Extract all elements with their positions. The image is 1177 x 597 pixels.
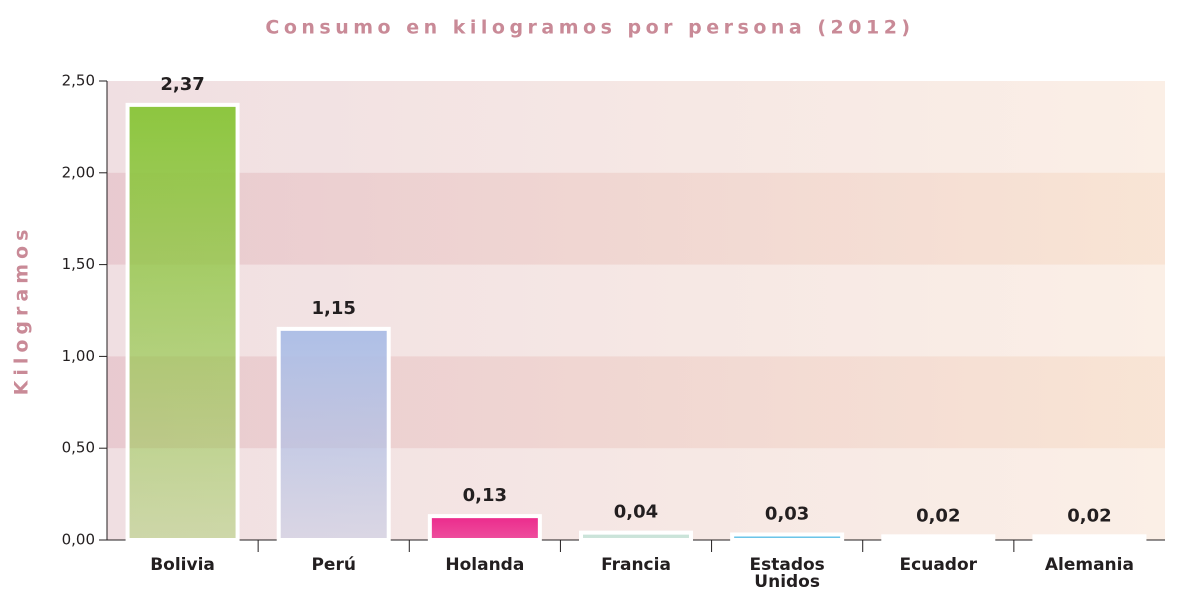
y-tick-label: 2,00 — [62, 163, 95, 181]
y-tick-label: 1,00 — [62, 347, 95, 365]
plot-background — [107, 81, 1165, 540]
x-tick-label: Francia — [601, 555, 671, 575]
y-axis-label: Kilogramos — [11, 225, 33, 396]
y-tick-label: 2,50 — [62, 72, 95, 90]
x-tick-label: Bolivia — [150, 555, 215, 575]
x-tick-label: Holanda — [445, 555, 525, 575]
bar — [427, 514, 542, 543]
y-tick-label: 1,50 — [62, 255, 95, 273]
value-label: 0,02 — [1067, 505, 1111, 526]
bar — [125, 102, 240, 542]
x-tick-label: Ecuador — [899, 555, 978, 575]
bar — [276, 326, 391, 542]
grid-band — [107, 356, 1165, 449]
chart-title: Consumo en kilogramos por persona (2012) — [265, 17, 914, 39]
y-tick-label: 0,50 — [62, 439, 95, 457]
value-label: 0,02 — [916, 505, 960, 526]
value-label: 1,15 — [312, 298, 356, 319]
x-tick-label: Perú — [311, 555, 356, 575]
x-tick-label: Estados Unidos — [749, 555, 825, 592]
value-label: 0,13 — [463, 485, 507, 506]
bar — [881, 534, 996, 543]
bar — [579, 530, 693, 543]
y-tick-label: 0,00 — [62, 531, 95, 549]
bar — [730, 532, 845, 543]
value-label: 2,37 — [160, 74, 204, 95]
value-label: 0,03 — [765, 503, 809, 524]
value-label: 0,04 — [614, 502, 658, 523]
grid-band — [107, 172, 1165, 265]
x-tick-label: Alemania — [1044, 555, 1134, 575]
bar — [1032, 534, 1147, 543]
